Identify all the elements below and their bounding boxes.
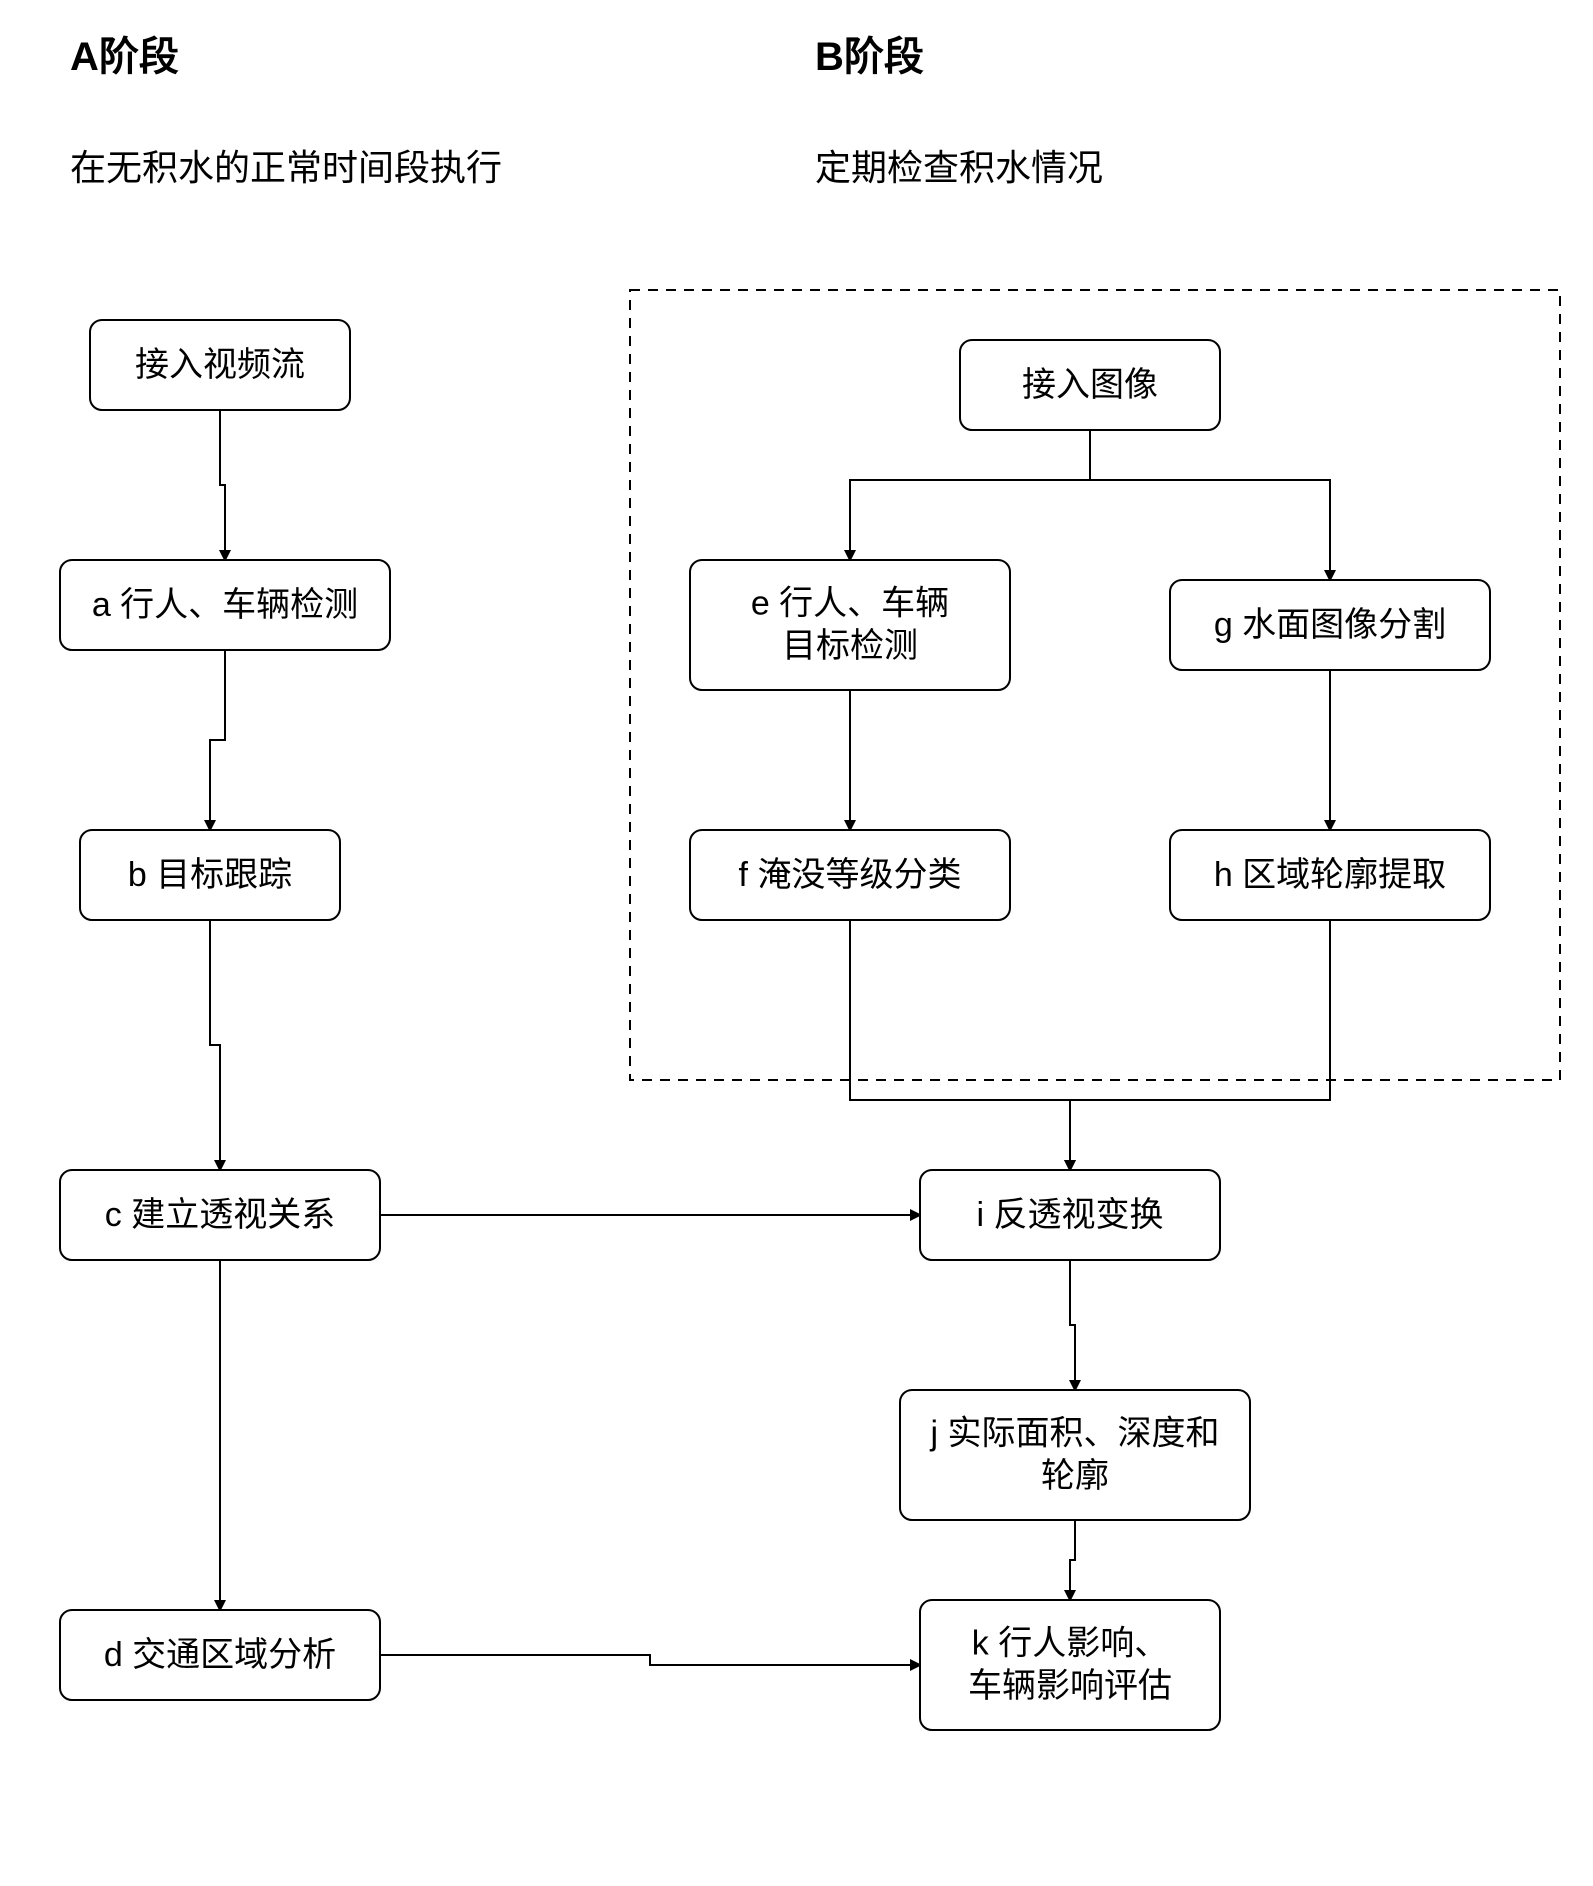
- node-j-label-line-1: 轮廓: [1041, 1457, 1109, 1495]
- node-k-label-line-1: 车辆影响评估: [968, 1667, 1172, 1705]
- node-b0-label-line-0: 接入图像: [1022, 366, 1158, 404]
- node-h: h 区域轮廓提取: [1170, 830, 1490, 920]
- node-g: g 水面图像分割: [1170, 580, 1490, 670]
- node-f: f 淹没等级分类: [690, 830, 1010, 920]
- node-e: e 行人、车辆目标检测: [690, 560, 1010, 690]
- stage-A-title: A阶段: [70, 35, 179, 79]
- stage-A-title-group: A阶段在无积水的正常时间段执行: [70, 35, 502, 188]
- node-e-label-line-0: e 行人、车辆: [751, 585, 949, 623]
- node-g-label-line-0: g 水面图像分割: [1214, 606, 1446, 644]
- edge-j-to-k: [1070, 1520, 1075, 1600]
- edge-h-to-i: [1070, 920, 1330, 1170]
- node-a0: 接入视频流: [90, 320, 350, 410]
- node-i-label-line-0: i 反透视变换: [977, 1196, 1164, 1234]
- node-j-box: [900, 1390, 1250, 1520]
- stage-B-title: B阶段: [815, 35, 924, 79]
- edge-f-to-i: [850, 920, 1070, 1170]
- edge-a-to-b: [210, 650, 225, 830]
- node-k: k 行人影响、车辆影响评估: [920, 1600, 1220, 1730]
- edge-b-to-c: [210, 920, 220, 1170]
- node-i: i 反透视变换: [920, 1170, 1220, 1260]
- node-c-label-line-0: c 建立透视关系: [105, 1196, 335, 1234]
- node-b: b 目标跟踪: [80, 830, 340, 920]
- edge-a0-to-a: [220, 410, 225, 560]
- edge-b0-to-g: [1090, 430, 1330, 580]
- node-b-label-line-0: b 目标跟踪: [128, 856, 292, 894]
- stage-B-subtitle: 定期检查积水情况: [815, 147, 1103, 188]
- edge-b0-to-e: [850, 430, 1090, 560]
- node-d: d 交通区域分析: [60, 1610, 380, 1700]
- stage-B-title-group: B阶段定期检查积水情况: [815, 35, 1103, 188]
- edge-d-to-k: [380, 1655, 920, 1665]
- node-b0: 接入图像: [960, 340, 1220, 430]
- node-d-label-line-0: d 交通区域分析: [104, 1636, 336, 1674]
- node-k-box: [920, 1600, 1220, 1730]
- node-a0-label-line-0: 接入视频流: [135, 346, 305, 384]
- node-c: c 建立透视关系: [60, 1170, 380, 1260]
- flowchart-diagram: 接入视频流 a 行人、车辆检测 b 目标跟踪 c 建立透视关系 d 交通区域分析 接入图像…: [0, 0, 1593, 1886]
- node-e-label-line-1: 目标检测: [782, 627, 918, 665]
- node-j: j 实际面积、深度和轮廓: [900, 1390, 1250, 1520]
- node-f-label-line-0: f 淹没等级分类: [739, 856, 962, 894]
- node-j-label-line-0: j 实际面积、深度和: [930, 1415, 1220, 1453]
- node-a: a 行人、车辆检测: [60, 560, 390, 650]
- node-k-label-line-0: k 行人影响、: [972, 1625, 1168, 1663]
- node-e-box: [690, 560, 1010, 690]
- node-h-label-line-0: h 区域轮廓提取: [1214, 856, 1446, 894]
- stage-A-subtitle: 在无积水的正常时间段执行: [70, 147, 502, 188]
- edge-i-to-j: [1070, 1260, 1075, 1390]
- node-a-label-line-0: a 行人、车辆检测: [92, 586, 358, 624]
